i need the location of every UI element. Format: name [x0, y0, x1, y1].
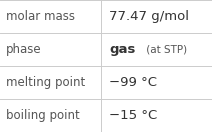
Text: molar mass: molar mass [6, 10, 75, 23]
Text: (at STP): (at STP) [143, 44, 187, 55]
Text: 77.47 g/mol: 77.47 g/mol [109, 10, 189, 23]
Text: melting point: melting point [6, 76, 86, 89]
Text: phase: phase [6, 43, 42, 56]
Text: boiling point: boiling point [6, 109, 80, 122]
Text: −15 °C: −15 °C [109, 109, 158, 122]
Text: gas: gas [109, 43, 135, 56]
Text: −99 °C: −99 °C [109, 76, 157, 89]
